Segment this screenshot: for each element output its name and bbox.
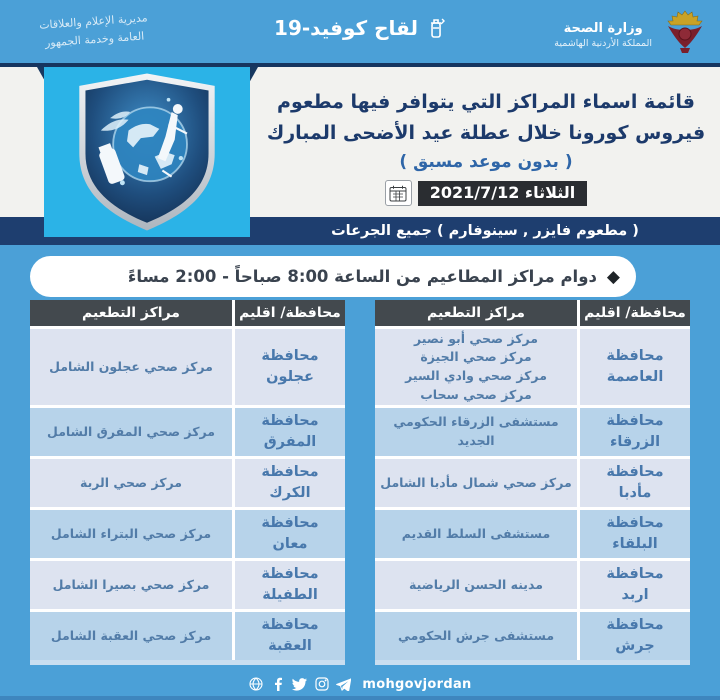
covid-vaccine-title: لقاح كوفيد-19: [274, 16, 446, 40]
region-cell: محافظة الزرقاء: [580, 408, 690, 456]
poster-title-line2: فيروس كورونا خلال عطلة عيد الأضحى المبار…: [266, 122, 706, 144]
column-header-region: محافظة/ اقليم: [235, 300, 345, 326]
social-handle[interactable]: mohgovjordan: [362, 676, 472, 692]
centers-cell: مدينه الحسن الرياضية: [375, 561, 577, 609]
center-name: مستشفى الزرقاء الحكومي الجديد: [393, 414, 559, 448]
region-cell: محافظة الكرك: [235, 459, 345, 507]
region-cell: محافظة العاصمة: [580, 329, 690, 405]
twitter-icon[interactable]: [292, 677, 308, 692]
no-appointment-note: ( بدون موعد مسبق ): [399, 152, 573, 172]
center-name: مركز صحي سحاب: [420, 386, 532, 402]
region-cell: محافظة اربد: [580, 561, 690, 609]
region-cell: محافظة عجلون: [235, 329, 345, 405]
working-hours-text: دوام مراكز المطاعيم من الساعة 8:00 صباحا…: [127, 267, 597, 286]
center-name: مركز صحي البتراء الشامل: [50, 525, 212, 541]
column-header-centers: مراكز التطعيم: [375, 300, 577, 326]
date-badge: الثلاثاء 2021/7/12: [417, 180, 588, 206]
centers-cell: مستشفى جرش الحكومي: [375, 612, 577, 660]
region-cell: محافظة جرش: [580, 612, 690, 660]
centers-cell: مركز صحي المفرق الشامل: [30, 408, 232, 456]
center-name: مركز صحي الجيزة: [420, 349, 532, 365]
center-name: مركز صحي المفرق الشامل: [47, 423, 215, 439]
ribbon-fold-left: [37, 67, 46, 83]
facebook-icon[interactable]: [270, 677, 285, 692]
region-cell: محافظة العقبة: [235, 612, 345, 660]
vaccination-table-left: محافظة/ اقليم مراكز التطعيم محافظة عجلون مر…: [30, 300, 345, 665]
diamond-icon: ◆: [606, 266, 620, 287]
center-name: مركز صحي العقبة الشامل: [50, 627, 212, 643]
working-hours-banner: ◆ دوام مراكز المطاعيم من الساعة 8:00 صبا…: [30, 256, 636, 297]
centers-cell: مستشفى الزرقاء الحكومي الجديد: [375, 408, 577, 456]
ministry-block: وزارة الصحة المملكة الأردنية الهاشمية: [554, 8, 710, 62]
centers-cell: مركز صحي بصيرا الشامل: [30, 561, 232, 609]
vaccination-table-right: محافظة/ اقليم مراكز التطعيم محافظة العاصمة…: [375, 300, 690, 665]
instagram-icon[interactable]: [314, 677, 329, 692]
center-name: مركز صحي بصيرا الشامل: [52, 576, 210, 592]
footer-social-bar: mohgovjordan: [0, 668, 720, 700]
column-header-region: محافظة/ اقليم: [580, 300, 690, 326]
globe-icon[interactable]: [248, 677, 263, 692]
centers-cell: مركز صحي العقبة الشامل: [30, 612, 232, 660]
center-name: مركز صحي وادي السير: [405, 368, 547, 383]
column-header-centers: مراكز التطعيم: [30, 300, 232, 326]
bottom-strip: [0, 696, 720, 700]
ministry-name: وزارة الصحة: [563, 21, 643, 37]
center-name: مدينه الحسن الرياضية: [409, 576, 543, 592]
covid-title-text: لقاح كوفيد-19: [274, 16, 418, 40]
department-label: مديرية الإعلام والعلاقات العامة وخدمة ال…: [13, 7, 175, 53]
center-name: مركز صحي شمال مأدبا الشامل: [380, 474, 572, 490]
centers-cell: مركز صحي البتراء الشامل: [30, 510, 232, 558]
center-name: مركز صحي أبو نصير: [413, 330, 539, 346]
vaccine-types-text: ( مطعوم فايزر , سينوفارم ) جميع الجرعات: [331, 223, 639, 239]
telegram-icon[interactable]: [336, 677, 352, 692]
center-name: مركز صحي الربة: [79, 474, 183, 490]
region-cell: محافظة مأدبا: [580, 459, 690, 507]
region-cell: محافظة المفرق: [235, 408, 345, 456]
center-name: مركز صحي عجلون الشامل: [49, 358, 213, 374]
region-cell: محافظة معان: [235, 510, 345, 558]
centers-cell: مستشفى السلط القديم: [375, 510, 577, 558]
top-bar: مديرية الإعلام والعلاقات العامة وخدمة ال…: [0, 0, 720, 63]
header-text-block: قائمة اسماء المراكز التي يتوافر فيها مطع…: [252, 67, 720, 217]
region-cell: محافظة الطفيلة: [235, 561, 345, 609]
region-cell: محافظة البلقاء: [580, 510, 690, 558]
jordan-coat-of-arms-icon: [660, 8, 710, 62]
poster-title-line1: قائمة اسماء المراكز التي يتوافر فيها مطع…: [277, 91, 695, 113]
shield-globe-icon: [79, 73, 215, 231]
ribbon-fold-right: [249, 67, 258, 83]
centers-cell: مركز صحي شمال مأدبا الشامل: [375, 459, 577, 507]
ministry-subtitle: المملكة الأردنية الهاشمية: [554, 37, 652, 49]
date-row: الثلاثاء 2021/7/12: [384, 180, 588, 206]
calendar-icon: [384, 180, 412, 206]
center-name: مستشفى السلط القديم: [401, 525, 551, 541]
health-shield-logo: [44, 67, 250, 237]
centers-cell: مركز صحي عجلون الشامل: [30, 329, 232, 405]
center-name: مستشفى جرش الحكومي: [397, 627, 555, 643]
centers-cell: مركز صحي الربة: [30, 459, 232, 507]
centers-cell: مركز صحي أبو نصير مركز صحي الجيزة مركز صحي…: [375, 329, 577, 405]
navy-divider: [0, 63, 720, 67]
vaccine-vial-icon: [426, 16, 446, 40]
